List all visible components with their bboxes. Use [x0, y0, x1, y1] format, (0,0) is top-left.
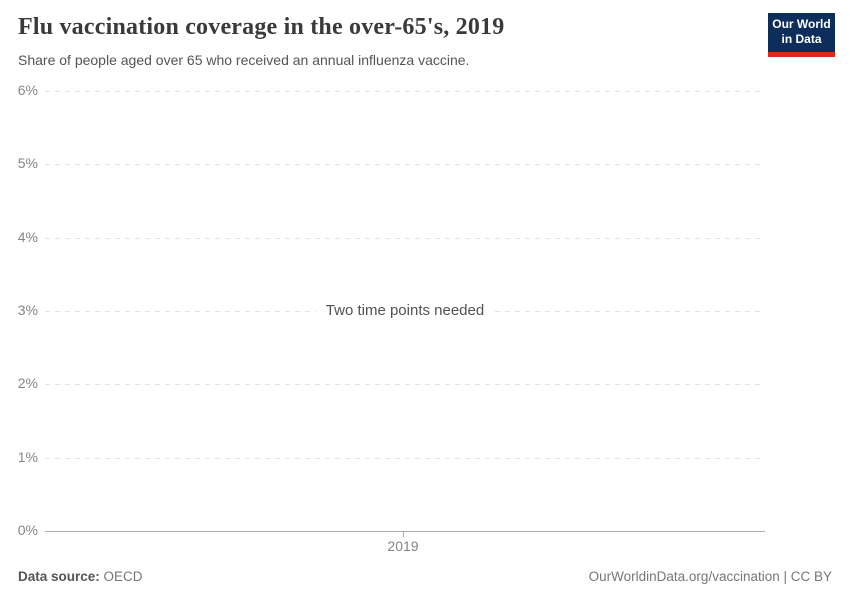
y-axis-tick-label: 5%: [17, 155, 38, 171]
empty-state-message: Two time points needed: [45, 302, 765, 319]
page-title: Flu vaccination coverage in the over-65'…: [18, 14, 505, 40]
y-gridline: [45, 458, 765, 459]
y-axis-tick-label: 6%: [17, 82, 38, 98]
x-axis-tick-mark: [403, 531, 404, 537]
x-axis-tick-label: 2019: [387, 538, 419, 554]
owid-logo-line2: in Data: [781, 32, 822, 46]
data-source-note: Data source: OECD: [18, 569, 143, 584]
data-source-value: OECD: [103, 569, 143, 584]
y-axis-tick-label: 0%: [17, 522, 38, 538]
y-gridline: [45, 384, 765, 385]
y-axis-tick-label: 3%: [17, 302, 38, 318]
y-gridline: [45, 238, 765, 239]
chart-subtitle: Share of people aged over 65 who receive…: [18, 52, 470, 68]
y-gridline: [45, 91, 765, 92]
y-axis-tick-label: 2%: [17, 375, 38, 391]
y-gridline: [45, 164, 765, 165]
data-source-label: Data source:: [18, 569, 100, 584]
owid-logo[interactable]: Our World in Data: [768, 13, 835, 57]
x-axis-line: [45, 531, 765, 532]
owid-logo-line1: Our World: [772, 17, 831, 31]
citation-link[interactable]: OurWorldinData.org/vaccination | CC BY: [588, 569, 832, 584]
y-axis-tick-label: 1%: [17, 449, 38, 465]
y-axis-tick-label: 4%: [17, 229, 38, 245]
empty-state-message-text: Two time points needed: [315, 302, 495, 319]
